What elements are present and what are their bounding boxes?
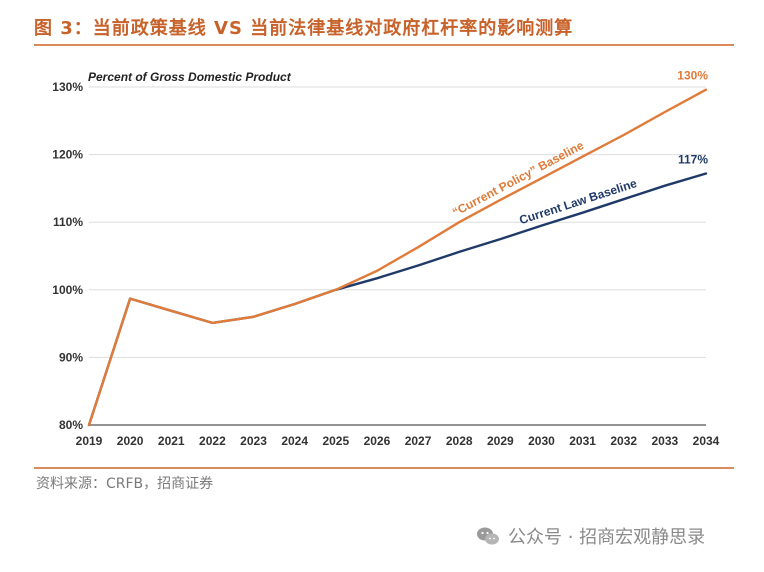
title-divider: [34, 44, 734, 46]
y-axis-ticks: 80% 90% 100% 110% 120% 130%: [52, 80, 83, 432]
x-tick-label: 2024: [281, 434, 308, 448]
grid-lines: [89, 86, 706, 426]
x-tick-label: 2030: [528, 434, 555, 448]
y-tick-label: 90%: [59, 350, 83, 364]
x-tick-label: 2026: [364, 434, 391, 448]
current-policy-line: [87, 88, 708, 427]
source-divider: [34, 467, 734, 469]
x-tick-label: 2020: [117, 434, 144, 448]
current-law-line: [87, 172, 708, 427]
source-note: 资料来源：CRFB，招商证券: [36, 476, 214, 492]
series-lines: [87, 88, 708, 427]
x-tick-label: 2019: [76, 434, 103, 448]
x-tick-label: 2029: [487, 434, 514, 448]
axis-note: Percent of Gross Domestic Product: [88, 70, 292, 84]
figure-title: 图 3：当前政策基线 VS 当前法律基线对政府杠杆率的影响测算: [34, 18, 574, 39]
x-tick-label: 2031: [569, 434, 596, 448]
current-law-end-label: 117%: [678, 153, 708, 167]
x-tick-label: 2032: [610, 434, 637, 448]
x-tick-label: 2023: [240, 434, 267, 448]
x-axis-ticks: 2019 2020 2021 2022 2023 2024 2025 2026 2027 2028…: [76, 434, 720, 448]
y-tick-label: 100%: [52, 283, 83, 297]
series-labels: 130%117%“Current Policy” BaselineCurrent…: [450, 69, 708, 227]
x-tick-label: 2033: [652, 434, 679, 448]
watermark: 公众号 · 招商宏观静思录: [476, 523, 705, 549]
x-tick-label: 2021: [158, 434, 185, 448]
y-tick-label: 130%: [52, 80, 83, 94]
y-tick-label: 80%: [59, 418, 83, 432]
y-tick-label: 120%: [52, 148, 83, 162]
x-tick-label: 2025: [322, 434, 349, 448]
wechat-icon: [477, 527, 499, 545]
current-law-series-label: Current Law Baseline: [518, 176, 639, 227]
x-tick-label: 2022: [199, 434, 226, 448]
watermark-text: 公众号 · 招商宏观静思录: [508, 527, 706, 548]
current-policy-end-label: 130%: [677, 69, 708, 83]
y-tick-label: 110%: [53, 215, 83, 229]
x-tick-label: 2027: [405, 434, 432, 448]
x-tick-label: 2028: [446, 434, 473, 448]
x-tick-label: 2034: [693, 434, 720, 448]
line-chart: 80%90%100%110%120%130% 2019 2020 2021 2022 2…: [52, 69, 720, 448]
